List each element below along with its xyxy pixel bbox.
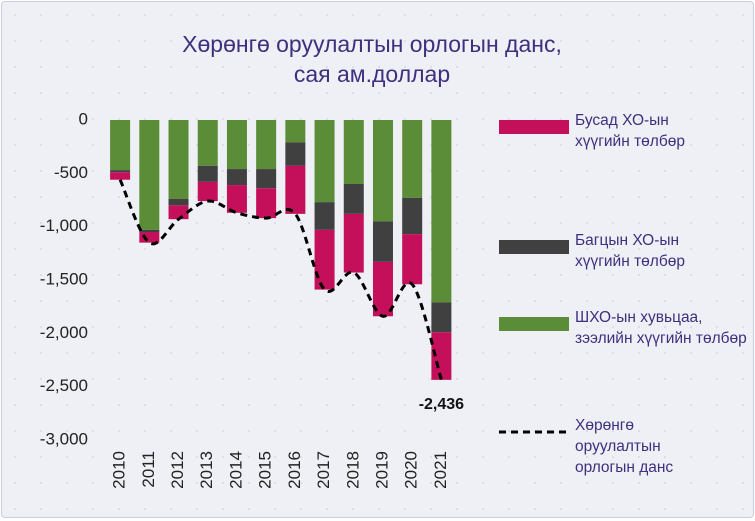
x-tick-label: 2018 <box>343 451 362 489</box>
bar-segment <box>402 234 423 285</box>
x-tick-label: 2011 <box>139 451 158 488</box>
bar-segment <box>402 120 423 198</box>
x-tick-label: 2012 <box>168 451 187 489</box>
line-series <box>118 179 443 381</box>
y-tick-label: -500 <box>54 163 88 182</box>
bar-segment <box>343 213 364 273</box>
bar-segment <box>285 120 306 143</box>
bar-segment <box>343 184 364 214</box>
bar-segment <box>285 142 306 166</box>
y-tick-label: -1,000 <box>40 216 88 235</box>
x-tick-label: 2021 <box>431 451 450 489</box>
bar-segment <box>168 120 189 199</box>
x-tick-label: 2017 <box>314 451 333 489</box>
bar-segment <box>110 120 131 171</box>
y-tick-label: 0 <box>79 109 88 128</box>
bar-segment <box>256 120 277 170</box>
y-tick-label: -2,000 <box>40 323 88 342</box>
bar-segment <box>226 169 247 186</box>
legend-label: Багцын ХО-ын хүүгийн төлбөр <box>575 232 685 270</box>
y-tick-label: -2,500 <box>40 376 88 395</box>
data-label: -2,436 <box>419 396 464 413</box>
bar-segment <box>226 185 247 213</box>
legend-label: Бусад ХО-ын хүүгийн төлбөр <box>575 112 685 150</box>
legend-label: Хөрөнгө оруулалтын орлогын данс <box>575 417 674 476</box>
bar-segment <box>314 229 335 290</box>
x-tick-label: 2013 <box>197 451 216 489</box>
bar-segment <box>314 120 335 203</box>
bar-segment <box>197 120 218 166</box>
bar-segment <box>226 120 247 170</box>
bar-segment <box>197 181 218 202</box>
bar-segment <box>168 198 189 206</box>
bar-segment <box>110 172 131 180</box>
bar-segment <box>139 229 160 232</box>
bar-segment <box>372 120 393 222</box>
x-tick-label: 2019 <box>372 451 391 489</box>
x-tick-label: 2015 <box>256 451 275 489</box>
legend-label: ШХО-ын хувьцаа, зээлийн хүүгийн төлбөр <box>575 309 747 347</box>
bar-segment <box>372 221 393 262</box>
bar-segment <box>256 188 277 219</box>
chart-title: сая ам.доллар <box>294 61 450 87</box>
bar-segment <box>431 120 452 303</box>
x-tick-label: 2020 <box>402 451 421 489</box>
legend-swatch <box>499 240 569 254</box>
bar-segment <box>256 169 277 189</box>
bar-segment <box>431 332 452 380</box>
x-tick-label: 2016 <box>285 451 304 489</box>
bar-segment <box>431 302 452 333</box>
y-tick-label: -3,000 <box>40 429 88 448</box>
bar-segment <box>372 261 393 317</box>
x-tick-label: 2014 <box>226 451 245 489</box>
bar-segment <box>402 197 423 235</box>
bar-segment <box>139 120 160 230</box>
x-tick-label: 2010 <box>110 451 129 489</box>
bar-segment <box>139 232 160 243</box>
bar-segment <box>168 205 189 220</box>
chart-title: Хөрөнгө оруулалтын орлогын данс, <box>182 31 562 57</box>
bar-segment <box>285 165 306 214</box>
bar-segment <box>197 165 218 182</box>
bar-segment <box>343 120 364 184</box>
legend-swatch <box>499 317 569 331</box>
legend-swatch <box>499 120 569 134</box>
bar-segment <box>110 170 131 173</box>
bar-segment <box>314 202 335 230</box>
y-tick-label: -1,500 <box>40 269 88 288</box>
